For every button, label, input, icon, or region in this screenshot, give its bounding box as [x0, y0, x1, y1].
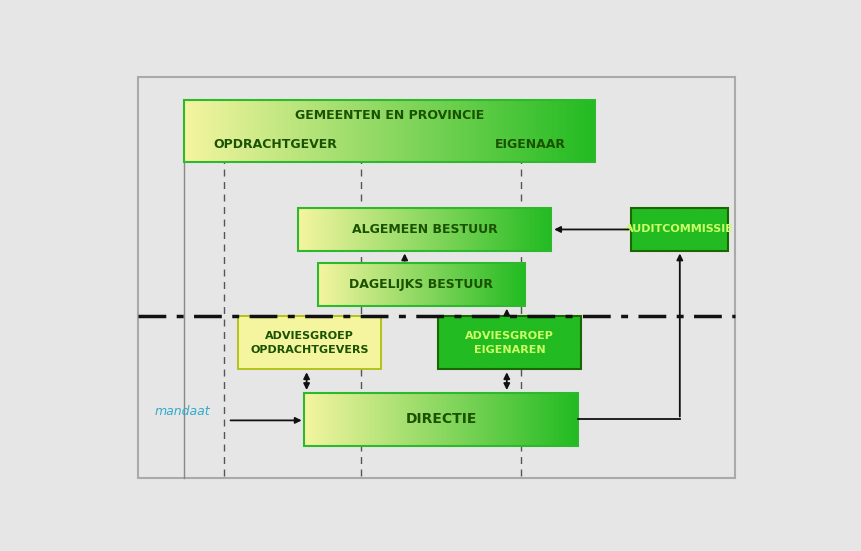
Bar	[184, 100, 595, 161]
Text: mandaat: mandaat	[154, 406, 210, 418]
Bar	[298, 208, 551, 251]
Bar	[318, 263, 524, 306]
Text: GEMEENTEN EN PROVINCIE: GEMEENTEN EN PROVINCIE	[295, 109, 484, 122]
Text: OPDRACHTGEVER: OPDRACHTGEVER	[213, 138, 337, 151]
Text: ALGEMEEN BESTUUR: ALGEMEEN BESTUUR	[351, 223, 498, 236]
Text: ADVIESGROEP
EIGENAREN: ADVIESGROEP EIGENAREN	[465, 331, 554, 354]
Text: ADVIESGROEP
OPDRACHTGEVERS: ADVIESGROEP OPDRACHTGEVERS	[251, 331, 369, 354]
Bar	[305, 393, 578, 446]
Text: DIRECTIE: DIRECTIE	[406, 412, 477, 426]
Text: AUDITCOMMISSIE: AUDITCOMMISSIE	[625, 224, 734, 235]
Text: EIGENAAR: EIGENAAR	[495, 138, 566, 151]
Bar	[138, 77, 735, 478]
Bar	[238, 316, 381, 370]
Text: DAGELIJKS BESTUUR: DAGELIJKS BESTUUR	[350, 278, 493, 291]
Bar	[438, 316, 581, 370]
Bar	[631, 208, 728, 251]
